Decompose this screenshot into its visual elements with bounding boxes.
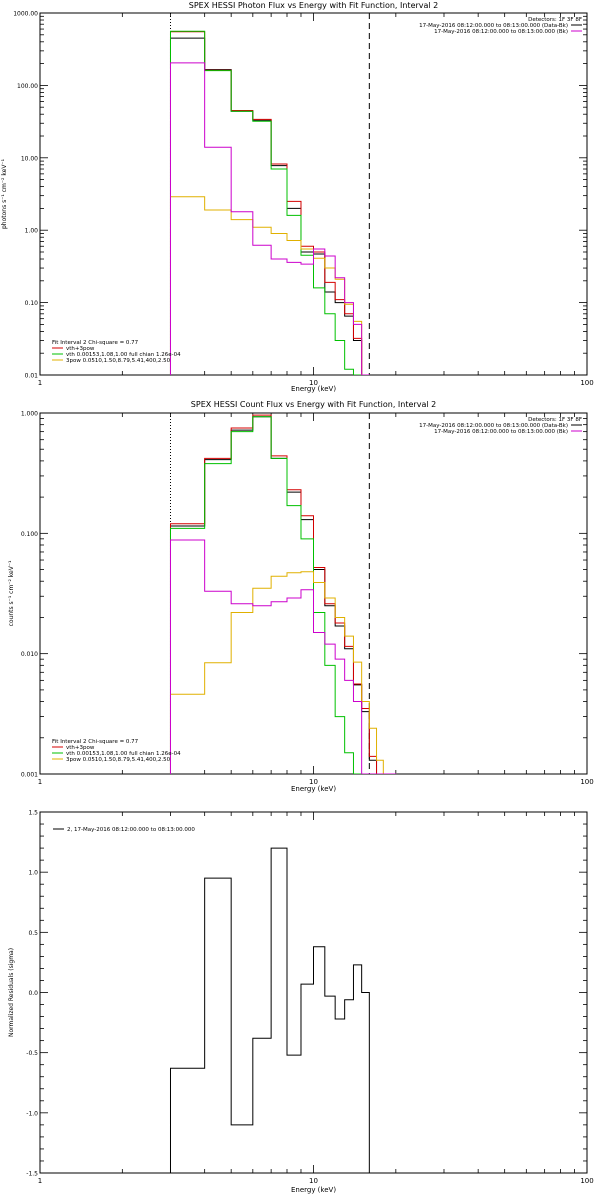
legend-fit-header: Fit Interval 2 Chi-square = 0.77 xyxy=(52,340,139,346)
chart-panel-2: SPEX HESSI Count Flux vs Energy with Fit… xyxy=(8,400,594,793)
y-tick-label: 1.5 xyxy=(28,810,38,817)
series-2-histogram xyxy=(169,31,370,375)
legend-fit-entry-3: 3pow 0.0510,1.50,8.79,5.41,400,2.50 xyxy=(66,358,171,364)
chart-title: SPEX HESSI Count Flux vs Energy with Fit… xyxy=(191,400,436,409)
legend-entry-1: 2, 17-May-2016 08:12:00.000 to 08:13:00.… xyxy=(67,827,195,833)
legend-fit-entry-3: 3pow 0.0510,1.50,8.79,5.41,400,2.50 xyxy=(66,757,171,763)
series-1-histogram xyxy=(169,37,370,375)
y-axis-label: photons s⁻¹ cm⁻² keV⁻¹ xyxy=(1,158,8,229)
legend-detectors: Detectors: 1F 3F 8F xyxy=(528,417,582,423)
plot-frame xyxy=(39,12,588,376)
x-axis-label: Energy (keV) xyxy=(291,385,336,393)
y-tick-label: 100.00 xyxy=(17,83,38,90)
y-tick-label: -0.5 xyxy=(26,1050,38,1057)
y-tick-label: -1.0 xyxy=(26,1110,38,1117)
x-axis-label: Energy (keV) xyxy=(291,785,336,793)
y-tick-label: 0.010 xyxy=(21,651,38,658)
y-tick-label: 0.001 xyxy=(21,772,38,779)
x-axis-label: Energy (keV) xyxy=(291,1186,336,1194)
x-tick-label: 1 xyxy=(38,778,42,786)
x-tick-label: 1 xyxy=(38,1177,42,1185)
series-2-histogram xyxy=(169,414,397,774)
y-tick-label: 10.00 xyxy=(21,155,38,162)
chart-title: SPEX HESSI Photon Flux vs Energy with Fi… xyxy=(189,1,439,10)
legend-entry-1: 17-May-2016 08:12:00.000 to 08:13:00.000… xyxy=(419,423,568,429)
x-tick-label: 100 xyxy=(580,1177,593,1185)
legend-entry-2: 17-May-2016 08:12:00.000 to 08:13:00.000… xyxy=(434,29,568,35)
series-4-histogram xyxy=(169,571,397,774)
y-axis-label: counts s⁻¹ cm⁻² keV⁻¹ xyxy=(8,560,15,626)
x-tick-label: 10 xyxy=(309,1177,318,1185)
x-tick-label: 1 xyxy=(38,379,42,387)
y-tick-label: 0.01 xyxy=(25,373,39,380)
y-tick-label: 0.5 xyxy=(28,930,38,937)
series-5-histogram xyxy=(169,62,370,375)
plot-frame xyxy=(39,811,588,1174)
y-tick-label: 0.100 xyxy=(21,531,38,538)
x-tick-label: 100 xyxy=(580,778,593,786)
y-tick-label: 0.0 xyxy=(28,990,38,997)
y-axis-label: Normalized Residuals (sigma) xyxy=(8,948,15,1037)
legend-fit-entry-1: vth+3pow xyxy=(66,745,95,751)
legend-fit-header: Fit Interval 2 Chi-square = 0.77 xyxy=(52,739,139,745)
x-tick-label: 10 xyxy=(309,379,318,387)
chart-panel-3: 1 10 100 -1.5 -1.0 -0.5 0.0 0.5 1.0 1.5 Energy (ke… xyxy=(8,810,594,1195)
y-tick-label: -1.5 xyxy=(26,1171,38,1178)
series-3-histogram xyxy=(169,30,370,375)
x-tick-label: 100 xyxy=(580,379,593,387)
y-tick-label: 0.10 xyxy=(25,300,39,307)
legend-detectors: Detectors: 1F 3F 8F xyxy=(528,17,582,23)
y-tick-label: 1.0 xyxy=(28,870,38,877)
legend-entry-1: 17-May-2016 08:12:00.000 to 08:13:00.000… xyxy=(419,23,568,29)
legend-fit-entry-1: vth+3pow xyxy=(66,346,95,352)
legend-entry-2: 17-May-2016 08:12:00.000 to 08:13:00.000… xyxy=(434,429,568,435)
series-5-histogram xyxy=(169,539,397,774)
y-tick-label: 1.00 xyxy=(25,228,39,235)
y-tick-label: 1.000 xyxy=(21,411,38,418)
series-4-histogram xyxy=(169,196,370,375)
legend-fit-entry-2: vth 0.00153,1.08,1.00 full chian 1.26e-0… xyxy=(66,751,181,757)
series-1-histogram xyxy=(169,847,370,1173)
x-tick-label: 10 xyxy=(309,778,318,786)
y-tick-label: 1000.00 xyxy=(13,11,38,18)
chart-panel-1: SPEX HESSI Photon Flux vs Energy with Fi… xyxy=(1,1,594,393)
legend-fit-entry-2: vth 0.00153,1.08,1.00 full chian 1.26e-0… xyxy=(66,352,181,358)
